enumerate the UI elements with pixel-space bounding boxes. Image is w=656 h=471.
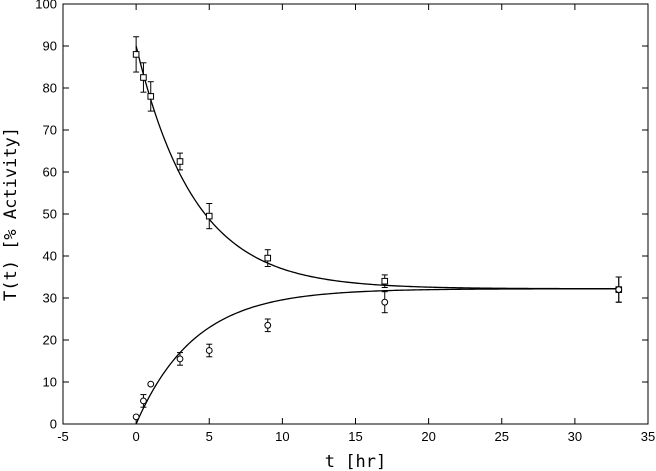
x-tick-label: 35 [641, 429, 655, 444]
x-tick-label: 15 [348, 429, 362, 444]
fit-curve-1 [135, 45, 619, 290]
x-tick-label: 30 [568, 429, 582, 444]
circle-marker [381, 298, 389, 306]
x-tick-label: 20 [421, 429, 435, 444]
x-tick-label: 25 [495, 429, 509, 444]
y-tick-label: 0 [50, 417, 57, 432]
x-tick-label: -5 [57, 429, 69, 444]
plot-frame [62, 3, 649, 425]
circle-marker [140, 397, 147, 405]
square-marker [147, 93, 155, 100]
y-tick-label: 60 [43, 165, 57, 180]
y-tick-label: 10 [43, 375, 57, 390]
y-axis-title: T(t) [% Activity] [1, 127, 21, 301]
x-tick-label: 0 [133, 429, 140, 444]
fit-curve-2 [135, 288, 619, 425]
square-marker [132, 51, 140, 58]
y-tick-label: 100 [35, 0, 57, 12]
circle-marker [132, 413, 140, 421]
circle-marker [264, 321, 272, 329]
circle-marker [205, 347, 213, 354]
circle-marker [147, 380, 155, 388]
y-tick-label: 90 [43, 39, 57, 54]
x-axis-title: t [hr] [325, 452, 386, 471]
fit-curves [135, 45, 619, 425]
y-tick-label: 80 [43, 81, 57, 96]
square-marker [381, 277, 389, 285]
y-tick-label: 40 [43, 249, 57, 264]
circle-marker [615, 286, 623, 294]
square-marker [205, 212, 213, 220]
data-marks [132, 36, 623, 421]
square-marker [264, 254, 272, 262]
square-marker [176, 158, 184, 165]
y-tick-label: 70 [43, 123, 57, 138]
y-tick-label: 20 [43, 333, 57, 348]
circle-marker [176, 355, 184, 363]
y-tick-label: 30 [43, 291, 57, 306]
square-marker [140, 74, 147, 81]
y-tick-label: 50 [43, 207, 57, 222]
x-tick-label: 10 [275, 429, 289, 444]
x-tick-label: 5 [206, 429, 213, 444]
